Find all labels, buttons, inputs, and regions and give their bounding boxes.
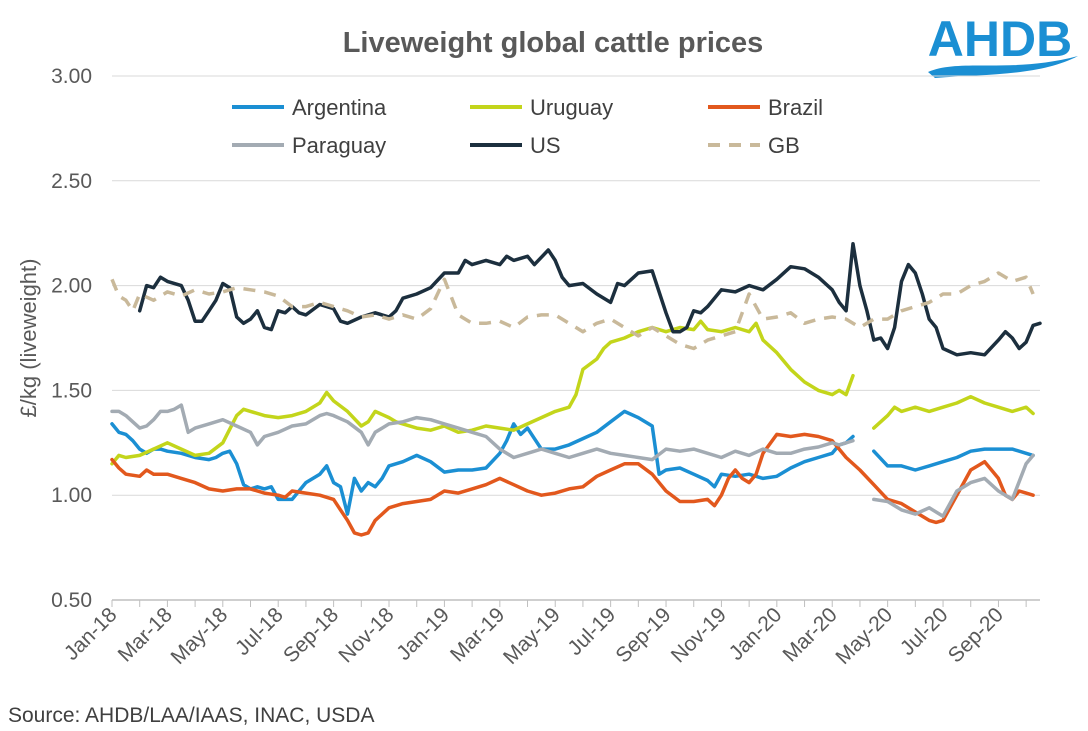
legend-label-argentina: Argentina — [292, 95, 387, 120]
legend-label-paraguay: Paraguay — [292, 133, 386, 158]
y-tick-label: 1.50 — [51, 379, 92, 402]
logo-text: AHDB — [928, 11, 1072, 67]
x-tick-label: May-19 — [499, 603, 565, 669]
y-tick-label: 3.00 — [51, 65, 92, 88]
legend-label-brazil: Brazil — [768, 95, 823, 120]
series-lines — [110, 241, 1042, 537]
series-line-paraguay — [110, 403, 1035, 518]
x-tick-label: Nov-18 — [334, 603, 398, 667]
legend-label-uruguay: Uruguay — [530, 95, 613, 120]
x-tick-label: Nov-19 — [667, 603, 731, 667]
x-tick-label: Mar-18 — [114, 603, 177, 666]
y-axis-ticks: 0.50 1.00 1.50 2.00 2.50 3.00 — [51, 65, 92, 612]
x-tick-label: Mar-19 — [446, 603, 509, 666]
legend-label-us: US — [530, 133, 561, 158]
series-line-uruguay — [110, 319, 1035, 466]
x-axis: Jan-18Mar-18May-18Jul-18Sep-18Nov-18Jan-… — [60, 599, 1040, 669]
chart-title: Liveweight global cattle prices — [343, 27, 764, 59]
series-line-gb — [110, 271, 1035, 351]
y-axis-label: £/kg (liveweight) — [16, 259, 41, 418]
y-tick-label: 2.00 — [51, 275, 92, 298]
x-tick-label: Sep-20 — [944, 603, 1008, 667]
y-tick-label: 0.50 — [51, 589, 92, 612]
legend-label-gb: GB — [768, 133, 800, 158]
series-line-argentina — [110, 409, 1035, 516]
x-tick-label: Jan-20 — [725, 603, 787, 665]
logo-swoosh-icon — [928, 56, 1078, 78]
y-tick-label: 2.50 — [51, 170, 92, 193]
x-tick-label: Jan-18 — [60, 603, 122, 665]
legend: Argentina Uruguay Brazil Paraguay US GB — [232, 95, 823, 158]
x-tick-label: Mar-20 — [778, 603, 841, 666]
x-tick-label: Jan-19 — [392, 603, 454, 665]
x-tick-label: May-18 — [167, 603, 233, 669]
x-tick-label: Sep-19 — [611, 603, 675, 667]
x-tick-label: May-20 — [831, 603, 897, 669]
source-note: Source: AHDB/LAA/IAAS, INAC, USDA — [8, 704, 374, 727]
y-tick-label: 1.00 — [51, 484, 92, 507]
series-line-us — [137, 241, 1042, 357]
ahdb-logo: AHDB — [928, 11, 1078, 78]
x-tick-label: Sep-18 — [279, 603, 343, 667]
series-line-brazil — [110, 432, 1035, 537]
